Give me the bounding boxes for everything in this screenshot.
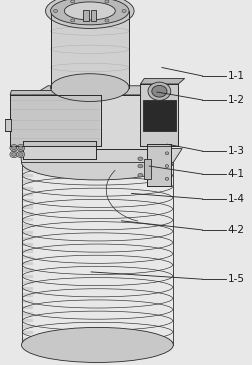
Ellipse shape <box>165 165 168 168</box>
Bar <box>144 159 150 179</box>
Text: 1-3: 1-3 <box>227 146 244 156</box>
Ellipse shape <box>151 85 166 97</box>
Ellipse shape <box>105 19 109 22</box>
Text: 4-1: 4-1 <box>227 169 244 179</box>
Polygon shape <box>50 11 129 88</box>
Ellipse shape <box>137 157 142 161</box>
Ellipse shape <box>105 0 109 3</box>
Ellipse shape <box>70 19 74 22</box>
Bar <box>83 10 88 21</box>
Ellipse shape <box>50 0 129 25</box>
Polygon shape <box>20 149 181 162</box>
Ellipse shape <box>64 2 115 20</box>
Polygon shape <box>10 95 101 146</box>
Polygon shape <box>10 91 106 95</box>
Polygon shape <box>33 86 174 95</box>
Ellipse shape <box>10 151 18 158</box>
Text: 1-5: 1-5 <box>227 274 244 284</box>
Polygon shape <box>159 86 174 149</box>
Ellipse shape <box>70 0 74 3</box>
Polygon shape <box>140 78 184 84</box>
Text: 1-4: 1-4 <box>227 194 244 204</box>
Bar <box>142 100 175 131</box>
Polygon shape <box>23 141 96 159</box>
Ellipse shape <box>165 177 168 180</box>
Text: 1-2: 1-2 <box>227 95 244 105</box>
Ellipse shape <box>121 9 125 12</box>
Ellipse shape <box>17 151 25 158</box>
Bar <box>5 119 11 131</box>
Ellipse shape <box>53 9 57 12</box>
Ellipse shape <box>21 145 173 180</box>
Ellipse shape <box>147 82 170 100</box>
Ellipse shape <box>12 146 16 150</box>
Ellipse shape <box>137 173 142 177</box>
Ellipse shape <box>18 153 23 156</box>
Text: 4-2: 4-2 <box>227 225 244 235</box>
Ellipse shape <box>137 164 142 168</box>
Ellipse shape <box>17 145 25 151</box>
Polygon shape <box>140 84 178 146</box>
Ellipse shape <box>18 146 23 150</box>
Polygon shape <box>33 95 159 149</box>
Ellipse shape <box>10 145 18 151</box>
Ellipse shape <box>50 74 129 101</box>
Ellipse shape <box>21 327 173 362</box>
Text: 1-1: 1-1 <box>227 71 244 81</box>
Bar <box>146 144 170 186</box>
Ellipse shape <box>45 0 134 28</box>
Ellipse shape <box>12 153 16 156</box>
Bar <box>91 10 96 21</box>
Ellipse shape <box>165 152 168 155</box>
